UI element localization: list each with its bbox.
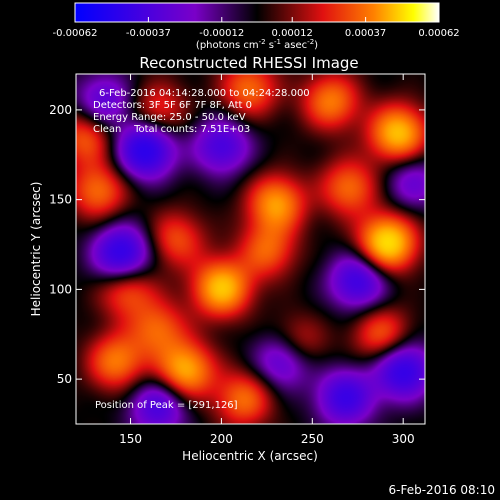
heatmap-image xyxy=(76,74,425,424)
footer-timestamp: 6-Feb-2016 08:10 xyxy=(389,483,495,497)
y-tick-label: 200 xyxy=(49,103,72,117)
colorbar-unit-label: (photons cm-2 s-1 asec-2) xyxy=(196,38,318,51)
colorbar-tick-label: 0.00062 xyxy=(418,28,459,39)
info-clean-counts: Clean Total counts: 7.51E+03 xyxy=(93,124,250,135)
colorbar-tick-label: -0.00012 xyxy=(199,28,244,39)
colorbar xyxy=(74,2,440,23)
chart-title: Reconstructed RHESSI Image xyxy=(139,54,358,72)
colorbar-tick-label: -0.00062 xyxy=(53,28,98,39)
colorbar-tick-label: -0.00037 xyxy=(126,28,171,39)
x-axis-ticks xyxy=(130,74,404,424)
x-tick-label: 150 xyxy=(119,432,142,446)
y-tick-label: 100 xyxy=(49,282,72,296)
y-axis-ticks xyxy=(76,109,425,380)
plot-frame xyxy=(75,73,426,425)
y-tick-label: 150 xyxy=(49,193,72,207)
info-time-range: 6-Feb-2016 04:14:28.000 to 04:24:28.000 xyxy=(99,88,310,99)
y-axis-label: Heliocentric Y (arcsec) xyxy=(29,182,43,317)
x-tick-label: 200 xyxy=(210,432,233,446)
colorbar-ticks xyxy=(74,17,440,22)
y-axis-tick-labels: 50 100 150 200 xyxy=(49,103,72,386)
x-tick-label: 250 xyxy=(301,432,324,446)
x-tick-label: 300 xyxy=(392,432,415,446)
colorbar-tick-labels: -0.00062 -0.00037 -0.00012 0.00012 0.00037 0.… xyxy=(53,28,460,39)
peak-position-label: Position of Peak = [291,126] xyxy=(95,400,238,411)
info-energy-range: Energy Range: 25.0 - 50.0 keV xyxy=(93,112,246,123)
y-tick-label: 50 xyxy=(57,372,72,386)
colorbar-tick-label: 0.00037 xyxy=(345,28,386,39)
x-axis-tick-labels: 150 200 250 300 xyxy=(119,432,415,446)
x-axis-label: Heliocentric X (arcsec) xyxy=(182,449,318,463)
info-detectors: Detectors: 3F 5F 6F 7F 8F, Att 0 xyxy=(93,100,252,111)
colorbar-tick-label: 0.00012 xyxy=(272,28,313,39)
